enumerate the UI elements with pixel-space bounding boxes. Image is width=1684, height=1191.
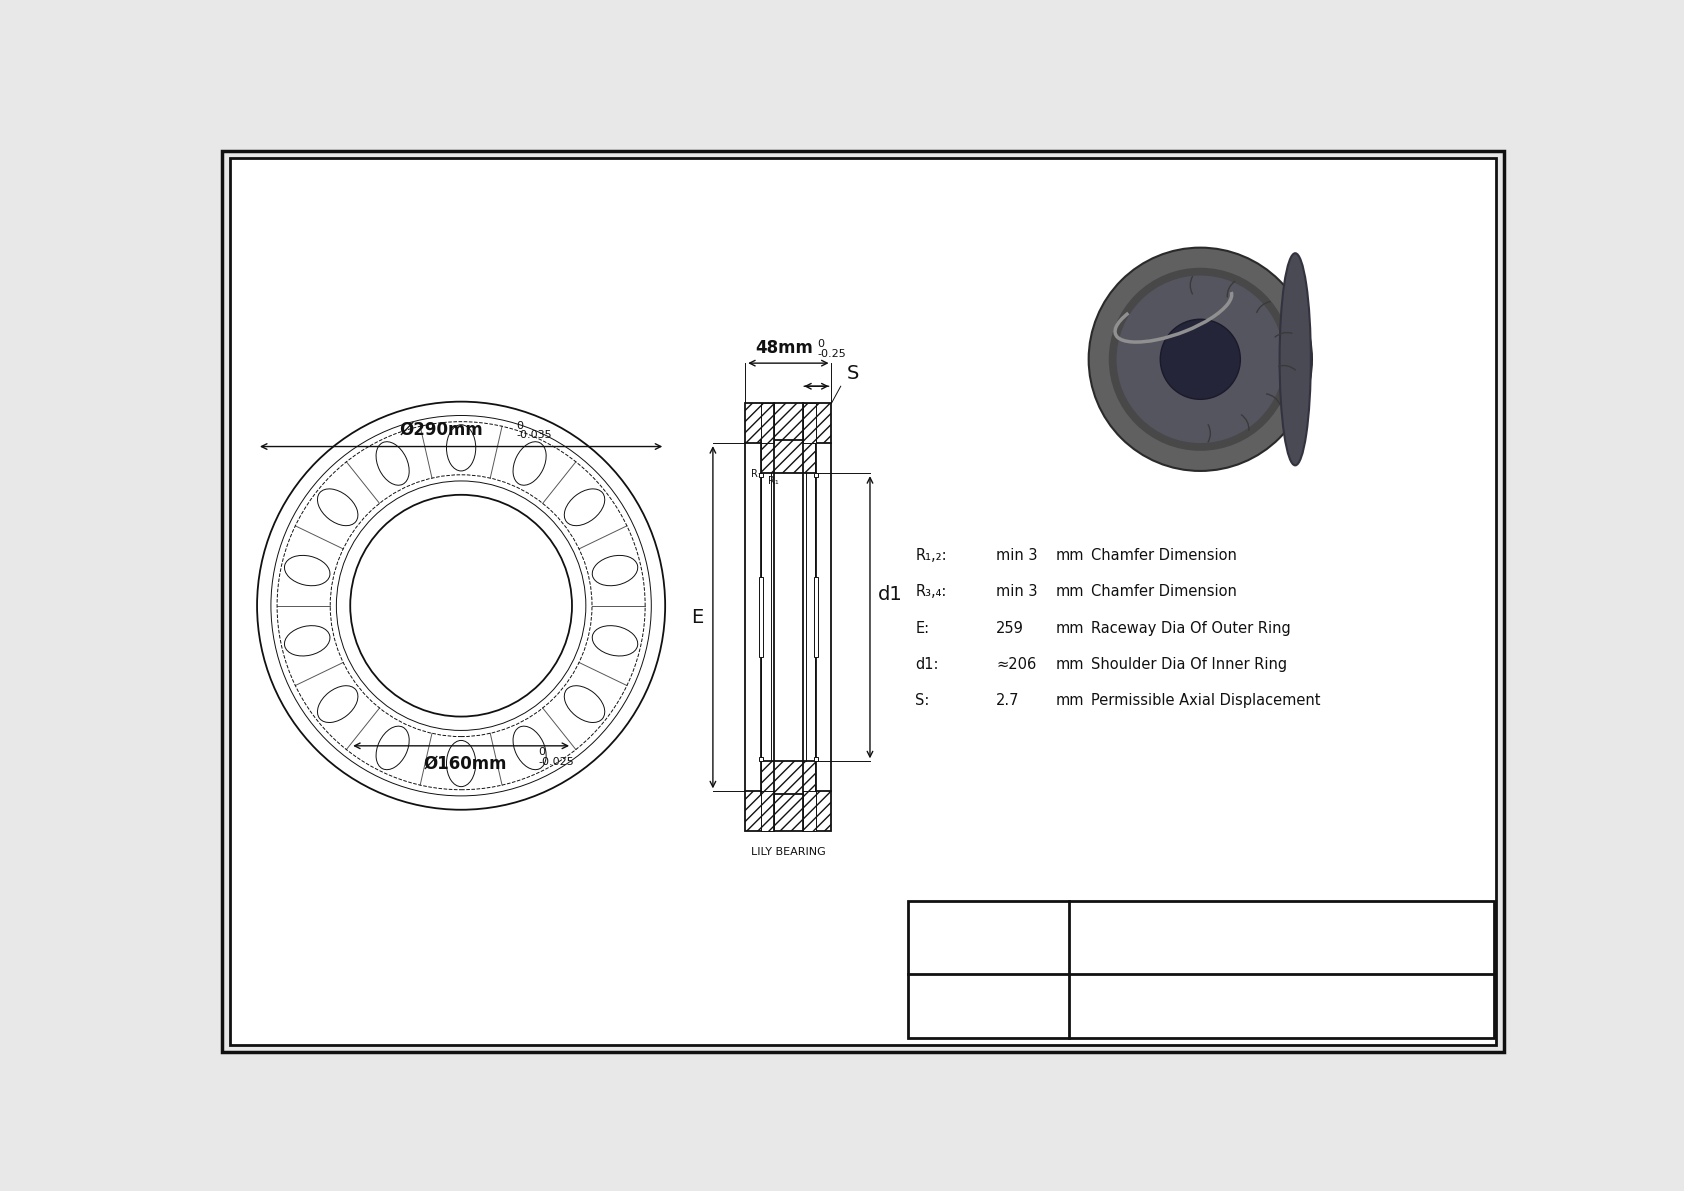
Circle shape — [258, 401, 665, 810]
Text: -0.25: -0.25 — [818, 349, 847, 358]
Ellipse shape — [1280, 254, 1310, 466]
Bar — [746, 791, 832, 831]
Bar — [813, 473, 818, 478]
Text: min 3: min 3 — [997, 585, 1037, 599]
Bar — [761, 761, 817, 794]
Text: -0.035: -0.035 — [517, 430, 552, 441]
Text: -0.025: -0.025 — [539, 756, 574, 767]
Text: R₁: R₁ — [751, 469, 763, 480]
Text: LILY: LILY — [933, 915, 1037, 960]
Text: SHANGHAI LILY BEARING LIMITED: SHANGHAI LILY BEARING LIMITED — [1138, 919, 1425, 934]
Bar — [803, 404, 817, 443]
Bar — [813, 578, 818, 657]
Text: E: E — [692, 607, 704, 626]
Text: Raceway Dia Of Outer Ring: Raceway Dia Of Outer Ring — [1091, 621, 1290, 636]
Bar — [759, 757, 763, 761]
Text: mm: mm — [1056, 656, 1084, 672]
Text: Shoulder Dia Of Inner Ring: Shoulder Dia Of Inner Ring — [1091, 656, 1287, 672]
Text: 0: 0 — [818, 339, 825, 349]
Text: 2.7: 2.7 — [997, 693, 1021, 707]
Bar — [761, 404, 773, 443]
Text: min 3: min 3 — [997, 548, 1037, 563]
Text: 48mm: 48mm — [756, 339, 813, 357]
Text: N 232 ECM Cylindrical Roller Bearings: N 232 ECM Cylindrical Roller Bearings — [1105, 997, 1458, 1015]
Bar — [803, 791, 817, 831]
Bar — [908, 902, 1494, 1039]
Text: S: S — [847, 364, 859, 384]
Text: d1:: d1: — [916, 656, 940, 672]
Text: ®: ® — [1034, 906, 1049, 921]
Text: 0: 0 — [539, 748, 546, 757]
Text: Permissible Axial Displacement: Permissible Axial Displacement — [1091, 693, 1320, 707]
Text: mm: mm — [1056, 548, 1084, 563]
Circle shape — [350, 494, 573, 717]
Bar — [746, 404, 832, 443]
Text: 0: 0 — [517, 422, 524, 431]
Circle shape — [1088, 248, 1312, 470]
Text: S:: S: — [916, 693, 930, 707]
Text: R₃,₄:: R₃,₄: — [916, 585, 946, 599]
Text: Chamfer Dimension: Chamfer Dimension — [1091, 548, 1236, 563]
Text: E:: E: — [916, 621, 930, 636]
Text: LILY BEARING: LILY BEARING — [751, 847, 825, 856]
Text: mm: mm — [1056, 621, 1084, 636]
Text: 259: 259 — [997, 621, 1024, 636]
Text: d1: d1 — [877, 585, 903, 604]
Text: Chamfer Dimension: Chamfer Dimension — [1091, 585, 1236, 599]
Bar — [759, 578, 763, 657]
Text: Ø290mm: Ø290mm — [401, 420, 483, 438]
Text: R₁,₂:: R₁,₂: — [916, 548, 946, 563]
Text: R₁: R₁ — [768, 476, 780, 486]
Circle shape — [1108, 268, 1292, 451]
Bar — [813, 757, 818, 761]
Text: ≈206: ≈206 — [997, 656, 1037, 672]
Text: mm: mm — [1056, 693, 1084, 707]
Bar — [759, 473, 763, 478]
Text: Email: lilybearing@lily-bearing.com: Email: lilybearing@lily-bearing.com — [1170, 947, 1393, 960]
Circle shape — [1116, 275, 1283, 443]
Text: R₄: R₄ — [802, 448, 812, 457]
Text: R₃: R₃ — [791, 442, 802, 451]
Text: Part
Number: Part Number — [960, 990, 1017, 1023]
Bar — [761, 791, 773, 831]
Text: mm: mm — [1056, 585, 1084, 599]
Circle shape — [1160, 319, 1241, 399]
Text: Ø160mm: Ø160mm — [423, 755, 507, 773]
Bar — [761, 441, 817, 473]
